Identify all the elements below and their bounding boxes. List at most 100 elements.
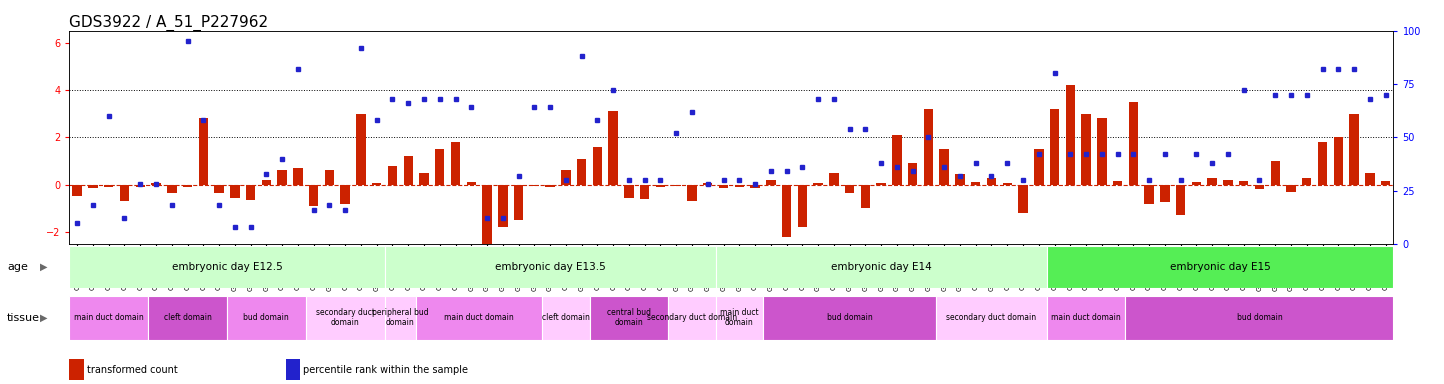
Bar (306, 296, 384, 340)
Text: embryonic day E12.5: embryonic day E12.5 (172, 262, 283, 272)
Bar (388, 166, 397, 185)
Bar (762, 296, 936, 340)
Bar (671, 185, 682, 186)
Bar (716, 246, 1047, 288)
Text: cleft domain: cleft domain (163, 313, 211, 322)
Bar (1160, 185, 1170, 202)
Bar (341, 185, 349, 204)
Bar (861, 185, 871, 208)
Text: percentile rank within the sample: percentile rank within the sample (303, 365, 468, 375)
Bar (656, 185, 666, 187)
Bar (230, 185, 240, 198)
Bar (687, 185, 696, 201)
Bar (624, 185, 634, 198)
Bar (69, 246, 384, 288)
Bar (214, 185, 224, 193)
Bar (546, 185, 554, 187)
Bar (152, 184, 160, 185)
Bar (735, 185, 744, 187)
Bar (435, 149, 445, 185)
Text: GDS3922 / A_51_P227962: GDS3922 / A_51_P227962 (69, 15, 269, 31)
Bar (530, 185, 539, 186)
Bar (466, 182, 477, 185)
Bar (1047, 296, 1125, 340)
Text: main duct domain: main duct domain (1051, 313, 1121, 322)
Bar (261, 180, 271, 185)
Bar (1145, 185, 1154, 204)
Bar (608, 111, 618, 185)
Bar (88, 185, 98, 188)
Text: bud domain: bud domain (1236, 313, 1282, 322)
Bar (168, 185, 176, 193)
Text: cleft domain: cleft domain (542, 313, 589, 322)
Text: embryonic day E15: embryonic day E15 (1170, 262, 1271, 272)
Bar (908, 163, 917, 185)
Text: ▶: ▶ (40, 262, 48, 272)
Bar (767, 180, 775, 185)
Bar (451, 142, 461, 185)
Text: central bud
domain: central bud domain (606, 308, 651, 328)
Bar (829, 173, 839, 185)
Bar (986, 177, 996, 185)
Bar (1129, 102, 1138, 185)
Bar (403, 156, 413, 185)
Bar (703, 184, 712, 185)
Bar (813, 184, 823, 185)
Bar (498, 185, 507, 227)
Bar (357, 114, 365, 185)
Bar (1207, 177, 1217, 185)
Bar (669, 296, 716, 340)
Bar (136, 185, 144, 187)
Text: transformed count: transformed count (87, 365, 178, 375)
Bar (877, 184, 885, 185)
Bar (956, 174, 965, 185)
Bar (716, 296, 762, 340)
Bar (1239, 181, 1249, 185)
Bar (1125, 296, 1393, 340)
Bar (120, 185, 129, 201)
Bar (1287, 185, 1295, 192)
Bar (640, 185, 650, 199)
Text: bud domain: bud domain (244, 313, 289, 322)
Bar (227, 296, 306, 340)
Bar (1318, 142, 1327, 185)
Bar (970, 182, 980, 185)
Bar (719, 185, 728, 188)
Bar (589, 296, 669, 340)
Bar (578, 159, 586, 185)
Bar (1271, 161, 1279, 185)
Bar (416, 296, 543, 340)
Text: secondary duct domain: secondary duct domain (946, 313, 1037, 322)
Bar (543, 296, 589, 340)
Bar (1334, 137, 1343, 185)
Bar (1097, 118, 1106, 185)
Text: main duct
domain: main duct domain (721, 308, 758, 328)
Bar (1018, 185, 1028, 213)
Bar (1034, 149, 1044, 185)
Bar (1302, 177, 1311, 185)
Bar (797, 185, 807, 227)
Bar (199, 118, 208, 185)
Bar (514, 185, 523, 220)
Bar (1365, 173, 1375, 185)
Bar (293, 168, 303, 185)
Bar (892, 135, 901, 185)
Text: main duct domain: main duct domain (445, 313, 514, 322)
Text: embryonic day E14: embryonic day E14 (830, 262, 931, 272)
Text: main duct domain: main duct domain (74, 313, 143, 322)
Bar (592, 147, 602, 185)
Text: bud domain: bud domain (827, 313, 872, 322)
Bar (69, 296, 149, 340)
Bar (940, 149, 949, 185)
Bar (562, 170, 570, 185)
Bar (924, 109, 933, 185)
Text: tissue: tissue (7, 313, 40, 323)
Text: secondary duct
domain: secondary duct domain (316, 308, 374, 328)
Bar (325, 170, 334, 185)
Bar (1047, 246, 1393, 288)
Text: embryonic day E13.5: embryonic day E13.5 (495, 262, 605, 272)
Text: ▶: ▶ (40, 313, 48, 323)
Bar (482, 185, 492, 251)
Text: secondary duct domain: secondary duct domain (647, 313, 736, 322)
Bar (183, 185, 192, 187)
